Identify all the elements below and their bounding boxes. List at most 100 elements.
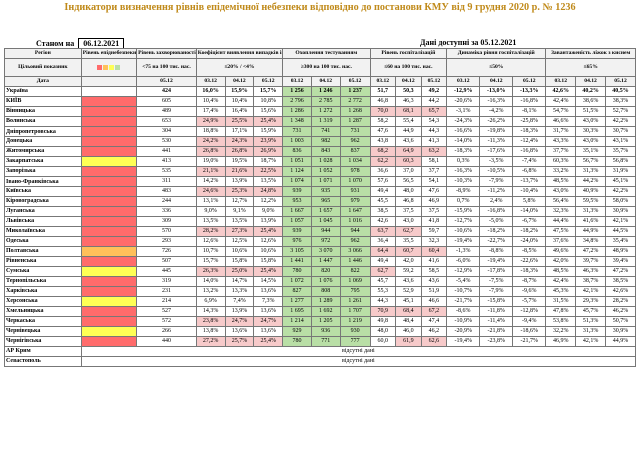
table-row: Чернігівська 440 27,2% 25,7% 25,4% 780 771 777 6… (4, 336, 637, 347)
dyn-value: -9,4% (512, 316, 547, 327)
dyn-value: -16,6% (446, 126, 481, 137)
coef-value: 23,8% (195, 316, 226, 327)
beds-value: 48,5% (545, 176, 577, 187)
beds-value: 42,6% (604, 286, 637, 297)
testing-value: 795 (339, 286, 371, 297)
testing-value: 1 286 (282, 106, 312, 117)
coef-value: 14,2% (195, 176, 226, 187)
region-name: Луганська (4, 206, 82, 217)
beds-value: 45,7% (575, 306, 606, 317)
beds-value: 31,3% (575, 206, 606, 217)
header-beds-sub: ≤65% (545, 58, 636, 77)
dyn-value: -8,6% (446, 306, 481, 317)
header-date-empty (80, 76, 138, 87)
dyn-value: -22,6% (512, 256, 547, 267)
dyn-value: -7,5% (479, 276, 514, 287)
dyn-value: -24,3% (446, 116, 481, 127)
morbidity-value: 726 (136, 246, 197, 257)
state-label: Станом на (36, 39, 75, 48)
beds-value: 56,7% (575, 156, 606, 167)
level-indicator (80, 296, 138, 307)
level-indicator (80, 326, 138, 337)
hosp-value: 47,6 (369, 126, 397, 137)
dyn-value: -8,9% (446, 186, 481, 197)
hosp-value: 44,2 (420, 96, 448, 107)
hosp-value: 32,3 (420, 236, 448, 247)
testing-value: 731 (282, 126, 312, 137)
header-date-morbidity: 05.12 (136, 76, 197, 87)
level-indicator (80, 306, 138, 317)
legend-red (97, 65, 103, 70)
hosp-value: 45,5 (369, 196, 397, 207)
testing-value: 944 (310, 226, 341, 237)
coef-value: 13,5% (195, 216, 226, 227)
beds-value: 43,3% (545, 136, 577, 147)
dyn-value: -9,6% (512, 286, 547, 297)
testing-value: 3 066 (339, 246, 371, 257)
coef-value: 7,4% (224, 296, 255, 307)
morbidity-value: 483 (136, 186, 197, 197)
testing-value: 1 268 (339, 106, 371, 117)
coef-value: 25,4% (253, 266, 284, 277)
hosp-value: 58,2 (369, 116, 397, 127)
morbidity-value: 319 (136, 276, 197, 287)
hosp-value: 62,6 (420, 336, 448, 347)
dyn-value: -4,2% (479, 106, 514, 117)
beds-value: 50,7% (604, 316, 637, 327)
coef-value: 10,6% (253, 246, 284, 257)
beds-value: 56,8% (604, 156, 637, 167)
coef-value: 24,9% (195, 116, 226, 127)
hosp-value: 70,0 (369, 106, 397, 117)
beds-value: 31,3% (575, 166, 606, 177)
beds-value: 42,4% (545, 96, 577, 107)
dyn-value: -24,0% (512, 236, 547, 247)
morbidity-value: 214 (136, 296, 197, 307)
beds-value: 42,4% (545, 276, 577, 287)
hosp-value: 57,6 (369, 176, 397, 187)
hosp-value: 52,9 (395, 286, 422, 297)
dyn-value: -10,6% (446, 226, 481, 237)
testing-value: 1 692 (310, 306, 341, 317)
testing-value: 731 (339, 126, 371, 137)
data-available: Дані доступні за 05.12.2021 (420, 38, 517, 47)
header-date-cell: 03.12 (446, 76, 481, 87)
region-name: Кіровоградська (4, 196, 82, 207)
hosp-value: 68,2 (369, 146, 397, 157)
hosp-value: 37,7 (420, 166, 448, 177)
region-name: АР Крим (4, 346, 82, 357)
coef-value: 12,6% (195, 236, 226, 247)
beds-value: 42,2% (604, 116, 637, 127)
dyn-value: -7,4% (512, 156, 547, 167)
morbidity-value: 572 (136, 316, 197, 327)
testing-value: 931 (339, 186, 371, 197)
coef-value: 15,7% (253, 86, 284, 97)
testing-value: 780 (282, 266, 312, 277)
coef-value: 15,9% (253, 126, 284, 137)
testing-value: 1 261 (339, 296, 371, 307)
testing-value: 1 045 (310, 216, 341, 227)
dyn-value: -20,6% (446, 96, 481, 107)
testing-value: 1 028 (310, 156, 341, 167)
morbidity-value: 507 (136, 256, 197, 267)
beds-value: 33,2% (545, 166, 577, 177)
testing-value: 1 287 (339, 116, 371, 127)
beds-value: 52,7% (604, 106, 637, 117)
hosp-value: 41,3 (420, 136, 448, 147)
hosp-value: 61,9 (395, 336, 422, 347)
dyn-value: -6,0% (446, 256, 481, 267)
table-row: Запорізька 535 21,1% 21,6% 22,5% 1 124 1 052 97… (4, 166, 637, 177)
beds-value: 40,2% (575, 86, 606, 97)
coef-value: 13,5% (224, 216, 255, 227)
table-row: Тернопільська 319 14,0% 14,7% 14,5% 1 072 1 07… (4, 276, 637, 287)
level-indicator (80, 196, 138, 207)
hosp-value: 62,7 (395, 226, 422, 237)
hosp-value: 63,2 (420, 146, 448, 157)
dyn-value: -8,1% (512, 106, 547, 117)
beds-value: 47,2% (604, 266, 637, 277)
coef-value: 25,7% (224, 336, 255, 347)
coef-value: 17,1% (224, 126, 255, 137)
morbidity-value: 440 (136, 336, 197, 347)
region-name: Донецька (4, 136, 82, 147)
coef-value: 16,4% (224, 106, 255, 117)
hosp-value: 41,8 (420, 216, 448, 227)
